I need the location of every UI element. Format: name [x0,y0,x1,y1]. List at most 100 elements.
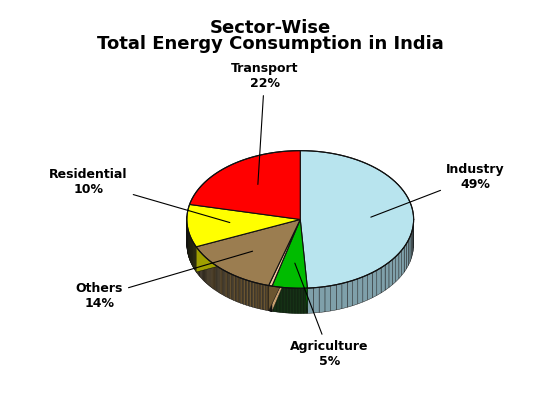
Polygon shape [199,251,200,276]
Polygon shape [264,284,265,310]
Polygon shape [272,219,307,288]
Polygon shape [274,286,275,312]
Polygon shape [235,276,237,301]
Polygon shape [307,288,313,313]
Polygon shape [220,268,221,294]
Polygon shape [306,288,307,314]
Polygon shape [239,278,241,303]
Polygon shape [208,259,209,285]
Polygon shape [198,249,199,276]
Polygon shape [268,219,300,311]
Polygon shape [300,151,414,288]
Polygon shape [205,257,206,283]
Polygon shape [219,267,220,293]
Polygon shape [227,272,228,298]
Polygon shape [215,265,216,291]
Polygon shape [299,288,300,314]
Polygon shape [265,285,267,310]
Polygon shape [300,288,301,314]
Polygon shape [228,273,230,299]
Polygon shape [224,270,225,296]
Polygon shape [368,273,373,300]
Polygon shape [280,287,281,312]
Polygon shape [294,288,295,314]
Polygon shape [214,264,215,290]
Polygon shape [216,266,218,291]
Polygon shape [319,286,325,312]
Polygon shape [396,254,399,282]
Polygon shape [273,286,274,311]
Text: Sector-Wise: Sector-Wise [210,19,330,37]
Polygon shape [196,247,197,273]
Polygon shape [206,258,207,284]
Polygon shape [196,219,300,286]
Text: Agriculture
5%: Agriculture 5% [290,263,369,368]
Polygon shape [209,260,210,286]
Polygon shape [291,288,292,313]
Polygon shape [358,277,363,304]
Polygon shape [393,256,396,285]
Polygon shape [408,237,410,266]
Polygon shape [230,274,231,299]
Polygon shape [254,282,256,308]
Polygon shape [363,275,368,302]
Polygon shape [404,244,407,272]
Polygon shape [242,279,244,304]
Polygon shape [231,274,232,300]
Text: Industry
49%: Industry 49% [371,163,504,217]
Text: Others
14%: Others 14% [76,251,253,310]
Polygon shape [238,277,239,303]
Polygon shape [289,288,290,313]
Polygon shape [249,281,251,307]
Text: Total Energy Consumption in India: Total Energy Consumption in India [97,35,443,53]
Polygon shape [241,278,242,304]
Polygon shape [245,280,247,305]
Polygon shape [285,288,286,313]
Polygon shape [202,254,203,280]
Polygon shape [373,270,377,298]
Polygon shape [292,288,293,313]
Polygon shape [290,288,291,313]
Polygon shape [212,263,213,289]
Polygon shape [353,279,358,306]
Polygon shape [267,285,268,311]
Polygon shape [288,288,289,313]
Polygon shape [237,276,238,302]
Polygon shape [385,262,389,290]
Polygon shape [389,259,393,288]
Polygon shape [251,281,253,307]
Polygon shape [259,284,261,309]
Polygon shape [203,255,204,281]
Polygon shape [200,252,201,279]
Polygon shape [295,288,296,314]
Polygon shape [210,261,211,287]
Polygon shape [268,219,300,286]
Polygon shape [411,230,413,259]
Polygon shape [276,287,278,312]
Polygon shape [261,284,262,309]
Polygon shape [268,219,300,311]
Polygon shape [232,275,234,300]
Polygon shape [272,286,273,311]
Polygon shape [301,288,302,314]
Polygon shape [211,262,212,288]
Polygon shape [282,287,284,313]
Polygon shape [272,219,300,311]
Polygon shape [279,287,280,312]
Polygon shape [300,219,307,313]
Polygon shape [244,279,245,305]
Polygon shape [207,259,208,284]
Polygon shape [296,288,297,314]
Polygon shape [253,282,254,308]
Polygon shape [247,280,248,306]
Polygon shape [293,288,294,314]
Polygon shape [284,288,285,313]
Polygon shape [347,281,353,307]
Polygon shape [410,234,411,262]
Polygon shape [218,266,219,292]
Polygon shape [272,219,300,311]
Polygon shape [325,286,330,312]
Polygon shape [222,269,224,295]
Polygon shape [336,284,342,310]
Polygon shape [330,285,336,311]
